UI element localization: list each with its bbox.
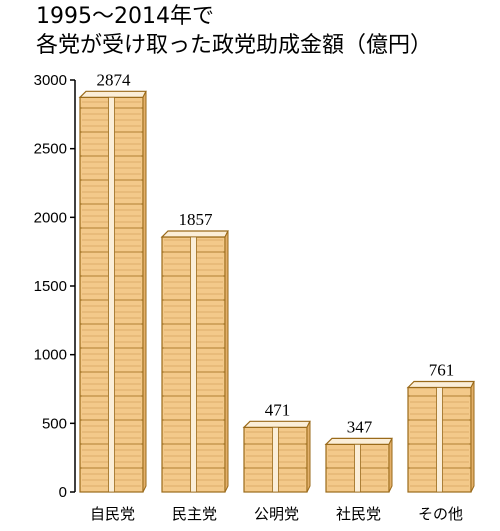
- bar-side-face: [470, 381, 475, 493]
- chart-title-line-2: 各党が受け取った政党助成金額（億円）: [36, 33, 433, 58]
- bundle-strap: [436, 387, 443, 493]
- bundle-strap: [108, 96, 115, 493]
- x-category-label: 公明党: [254, 505, 299, 523]
- x-category-label: 民主党: [172, 505, 217, 523]
- chart-title: 1995～2014年で 各党が受け取った政党助成金額（億円）: [36, 2, 432, 60]
- bar-value-label: 347: [347, 417, 373, 436]
- chart-title-line-1: 1995～2014年で: [36, 4, 214, 29]
- bar: [78, 90, 147, 493]
- y-axis: 0 500 1000 1500 2000 2500 3000: [34, 72, 76, 501]
- bar-value-label: 2874: [97, 70, 132, 89]
- x-category-label: 社民党: [336, 505, 381, 523]
- y-tick-label: 1500: [34, 278, 67, 295]
- bar-value-label: 471: [265, 400, 291, 419]
- bar-top-face: [160, 230, 229, 238]
- bar-top-face: [78, 90, 147, 98]
- bar-side-face: [306, 421, 311, 493]
- bar-side-face: [142, 91, 147, 493]
- bar: [406, 380, 475, 493]
- bar-value-label: 1857: [179, 210, 214, 229]
- bar-side-face: [388, 438, 393, 493]
- y-tick-label: 2500: [34, 141, 67, 158]
- bar-side-face: [224, 230, 229, 493]
- y-tick-label: 2000: [34, 209, 67, 226]
- bars: [78, 90, 475, 493]
- bar: [324, 437, 393, 493]
- bar-top-face: [242, 420, 311, 428]
- y-tick-label: 3000: [34, 72, 67, 89]
- y-tick-label: 1000: [34, 347, 67, 364]
- bundle-strap: [354, 443, 361, 493]
- x-category-label: 自民党: [90, 505, 135, 523]
- labels: 2874 自民党 1857 民主党 471 公明党 347 社民党 761 その他: [90, 70, 463, 523]
- bar-top-face: [406, 380, 475, 389]
- bar: [242, 420, 311, 493]
- bar-value-label: 761: [429, 360, 455, 379]
- y-tick-label: 0: [59, 484, 67, 501]
- bar-top-face: [324, 437, 393, 445]
- bar: [160, 230, 229, 493]
- bundle-strap: [272, 426, 279, 493]
- x-category-label: その他: [418, 505, 463, 523]
- y-tick-label: 500: [42, 415, 67, 432]
- bundle-strap: [190, 236, 197, 493]
